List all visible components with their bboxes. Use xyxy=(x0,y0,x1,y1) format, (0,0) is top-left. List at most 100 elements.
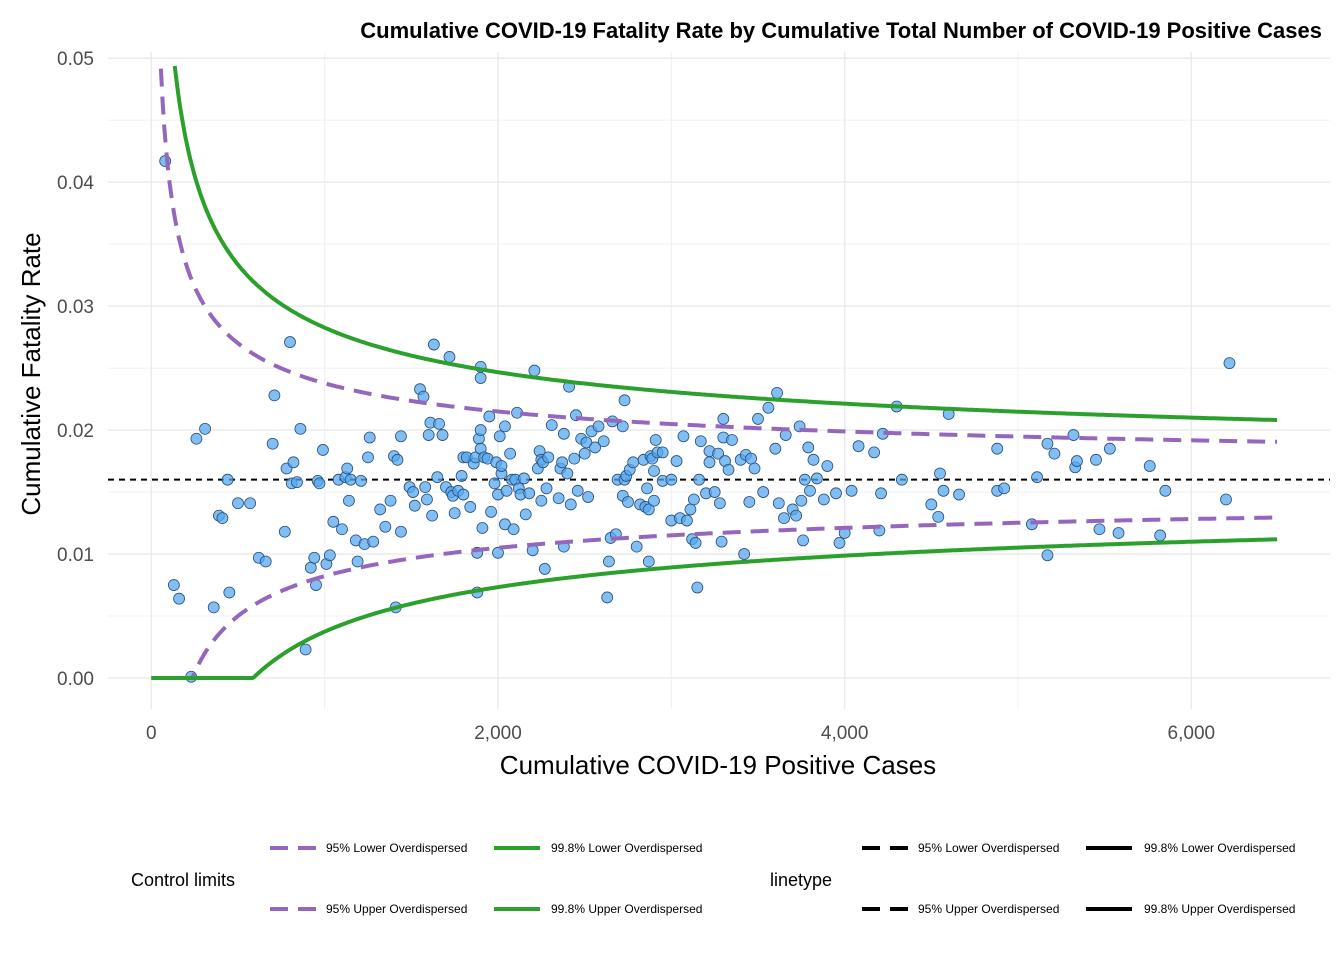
y-axis-label: Cumulative Fatality Rate xyxy=(16,232,46,515)
data-point xyxy=(485,505,497,518)
data-point xyxy=(455,470,468,482)
data-point xyxy=(571,484,584,497)
data-point xyxy=(769,442,782,455)
data-point xyxy=(616,420,629,433)
data-point xyxy=(341,462,354,475)
data-point xyxy=(268,389,281,402)
y-tick-label: 0.02 xyxy=(57,421,94,442)
data-point xyxy=(221,473,234,486)
data-point xyxy=(323,549,336,562)
data-point xyxy=(232,497,244,510)
data-point xyxy=(1090,453,1102,466)
y-axis-ticks: 0.00 0.01 0.02 0.03 0.04 0.05 xyxy=(57,49,94,690)
data-point xyxy=(802,441,815,454)
data-point xyxy=(538,563,551,575)
data-point xyxy=(395,525,407,538)
data-point xyxy=(464,501,477,513)
data-point xyxy=(379,520,392,533)
data-point xyxy=(1103,442,1116,455)
x-tick-label: 4,000 xyxy=(821,723,869,744)
data-point xyxy=(545,419,558,432)
control-limit-99-8-upper-overdispersed xyxy=(172,65,1278,422)
data-point xyxy=(1154,529,1167,542)
data-point xyxy=(408,499,421,512)
data-point xyxy=(821,460,834,472)
data-point xyxy=(817,493,830,506)
data-point xyxy=(448,507,461,520)
data-point xyxy=(811,472,823,485)
data-point xyxy=(648,494,660,507)
data-point xyxy=(868,446,881,459)
data-point xyxy=(925,498,938,511)
data-point xyxy=(630,540,643,553)
data-point xyxy=(523,487,536,500)
data-point xyxy=(419,481,432,494)
data-point xyxy=(1143,460,1156,472)
data-point xyxy=(601,591,614,604)
data-point xyxy=(294,422,307,435)
data-point xyxy=(830,487,842,500)
data-point xyxy=(207,601,220,614)
data-point xyxy=(216,512,229,524)
data-point xyxy=(336,523,348,536)
data-point xyxy=(708,486,721,498)
data-point xyxy=(351,555,364,568)
data-point xyxy=(266,437,279,450)
data-point xyxy=(656,446,669,459)
data-point xyxy=(317,444,329,456)
data-point xyxy=(762,401,775,414)
data-point xyxy=(528,364,541,377)
data-point xyxy=(362,451,374,464)
y-tick-label: 0.00 xyxy=(57,669,94,690)
data-point xyxy=(483,410,496,423)
data-point xyxy=(693,473,705,486)
data-point xyxy=(1220,493,1232,506)
data-point xyxy=(852,440,865,453)
data-point xyxy=(367,535,380,548)
data-point xyxy=(895,473,908,486)
data-point xyxy=(426,509,439,522)
legend-title: linetype xyxy=(770,870,832,890)
legend-title: Control limits xyxy=(131,870,235,890)
data-point xyxy=(476,522,489,534)
data-point xyxy=(493,430,506,443)
data-point xyxy=(649,434,662,446)
data-point xyxy=(474,424,487,436)
data-point xyxy=(772,497,785,510)
x-axis-label: Cumulative COVID-19 Positive Cases xyxy=(500,750,936,780)
legend-label: 99.8% Lower Overdispersed xyxy=(1144,841,1295,855)
data-point xyxy=(748,462,761,475)
data-point xyxy=(542,451,555,464)
data-point xyxy=(1223,357,1236,370)
data-point xyxy=(804,484,816,497)
grid xyxy=(108,52,1330,709)
data-point xyxy=(778,512,790,524)
data-point xyxy=(797,534,809,547)
data-point xyxy=(500,484,513,497)
legend-label: 95% Lower Overdispersed xyxy=(326,841,467,855)
legend-label: 95% Upper Overdispersed xyxy=(326,902,467,916)
data-point xyxy=(561,467,574,480)
data-point xyxy=(665,473,678,486)
data-point xyxy=(622,496,634,508)
data-point xyxy=(807,453,820,466)
data-point xyxy=(407,486,419,498)
y-tick-label: 0.05 xyxy=(57,49,94,70)
data-point xyxy=(752,413,764,425)
data-point xyxy=(556,456,569,469)
control-limit-95-lower-overdispersed xyxy=(150,515,1278,680)
data-point xyxy=(713,497,726,510)
data-point xyxy=(427,338,440,351)
x-tick-label: 0 xyxy=(146,723,157,744)
data-point xyxy=(937,484,950,497)
data-point xyxy=(1112,527,1125,539)
chart-title: Cumulative COVID-19 Fatality Rate by Cum… xyxy=(360,18,1322,43)
data-point xyxy=(589,441,601,454)
data-point xyxy=(564,498,577,511)
data-point xyxy=(499,420,511,433)
data-point xyxy=(190,432,203,445)
data-point xyxy=(684,503,697,516)
data-points xyxy=(159,155,1236,683)
data-point xyxy=(833,536,846,549)
